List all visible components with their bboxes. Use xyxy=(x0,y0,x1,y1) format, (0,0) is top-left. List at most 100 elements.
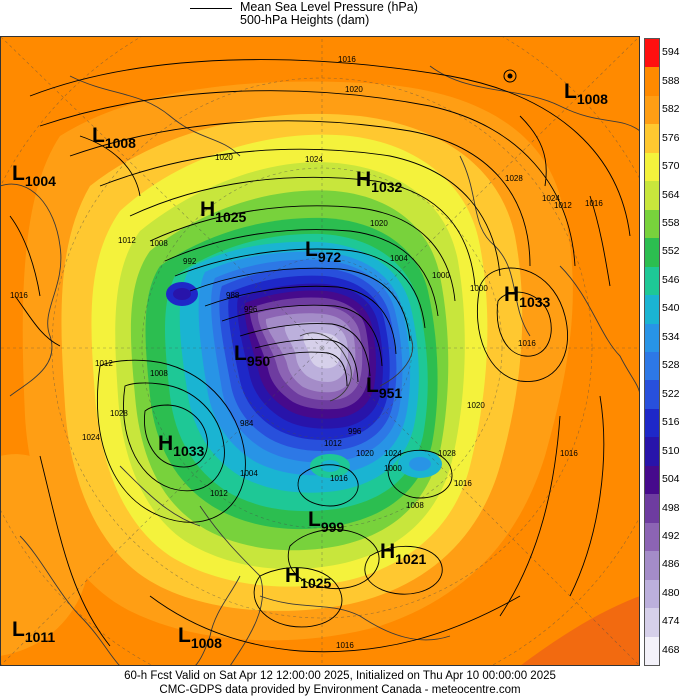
colorbar-segment xyxy=(645,352,659,381)
isobar-label: 1016 xyxy=(10,291,28,300)
colorbar-segment xyxy=(645,39,659,68)
pressure-centre: L1004 xyxy=(12,162,56,189)
map-header: Mean Sea Level Pressure (hPa) 500-hPa He… xyxy=(0,0,680,36)
colorbar-level-label: 576 xyxy=(662,131,680,144)
colorbar-segment xyxy=(645,266,659,296)
colorbar-segment xyxy=(645,295,659,325)
colorbar-level-label: 510 xyxy=(662,444,680,457)
colorbar-segment xyxy=(645,465,659,495)
colorbar-level-label: 582 xyxy=(662,103,680,116)
data-credit-caption: CMC-GDPS data provided by Environment Ca… xyxy=(159,684,521,696)
colorbar-segment xyxy=(645,95,659,125)
colorbar-level-label: 558 xyxy=(662,216,680,229)
colorbar-level-label: 522 xyxy=(662,387,680,400)
colorbar-level-label: 492 xyxy=(662,529,680,542)
isobar-label: 992 xyxy=(183,257,197,266)
pressure-centre: L950 xyxy=(234,342,270,369)
isobar-label: 1020 xyxy=(345,85,363,94)
isobar-label: 984 xyxy=(240,419,254,428)
colorbar-level-label: 588 xyxy=(662,74,680,87)
isobar-label: 1008 xyxy=(406,501,424,510)
colorbar-segment xyxy=(645,238,659,268)
isobar-label: 988 xyxy=(226,291,240,300)
isobar-label: 1020 xyxy=(467,401,485,410)
colorbar-segment xyxy=(645,124,659,154)
colorbar-segment xyxy=(645,323,659,353)
map-frame xyxy=(0,36,640,666)
isobar-label: 1016 xyxy=(454,479,472,488)
colorbar-level-label: 552 xyxy=(662,245,680,258)
small-low-marker-icon xyxy=(503,69,517,83)
height-fill-bands xyxy=(0,81,640,666)
colorbar-level-label: 564 xyxy=(662,188,680,201)
isobar-label: 1028 xyxy=(505,174,523,183)
isobar-label: 1020 xyxy=(215,153,233,162)
colorbar-level-label: 540 xyxy=(662,302,680,315)
pressure-centre: L1008 xyxy=(92,124,136,151)
isobar-label: 1012 xyxy=(118,236,136,245)
isobar-label: 1020 xyxy=(370,219,388,228)
colorbar-segment xyxy=(645,380,659,410)
isobar-label: 996 xyxy=(348,427,362,436)
isobar-label: 1028 xyxy=(438,449,456,458)
isobar-label: 1016 xyxy=(518,339,536,348)
isobar-label: 1024 xyxy=(384,449,402,458)
colorbar-segment xyxy=(645,152,659,182)
pressure-centre: H1021 xyxy=(380,540,427,567)
eddy-west-inner xyxy=(173,288,191,300)
pressure-centre: L1011 xyxy=(12,618,55,645)
colorbar-segment xyxy=(645,408,659,438)
isobar-label: 1016 xyxy=(338,55,356,64)
colorbar-level-label: 474 xyxy=(662,615,680,628)
colorbar-level-label: 594 xyxy=(662,46,680,59)
isobar-label: 1024 xyxy=(82,433,100,442)
pressure-centre-labels: L1008 L1004 H1025 H1032 L1008 H1033 L972… xyxy=(12,80,608,651)
isobar-label: 1000 xyxy=(384,464,402,473)
colorbar-level-label: 528 xyxy=(662,359,680,372)
legend-mslp-label: Mean Sea Level Pressure (hPa) xyxy=(240,0,418,14)
pressure-centre: H1025 xyxy=(200,198,247,225)
isobar-label: 1024 xyxy=(542,194,560,203)
isobar-label: 1004 xyxy=(240,469,258,478)
colorbar-segment xyxy=(645,67,659,97)
colorbar-level-label: 498 xyxy=(662,501,680,514)
colorbar-level-label: 516 xyxy=(662,416,680,429)
mslp-legend-line-icon xyxy=(190,8,232,9)
isobar-label: 1016 xyxy=(330,474,348,483)
forecast-valid-caption: 60-h Fcst Valid on Sat Apr 12 12:00:00 2… xyxy=(124,670,556,682)
isobar-label: 1000 xyxy=(432,271,450,280)
pressure-centre: H1032 xyxy=(356,168,403,195)
pressure-centre: L999 xyxy=(308,508,344,535)
colorbar-segment xyxy=(645,181,659,211)
isobar-label: 1012 xyxy=(210,489,228,498)
isobar-label: 1012 xyxy=(324,439,342,448)
legend-z500-label: 500-hPa Heights (dam) xyxy=(240,13,370,27)
isobar-label: 1016 xyxy=(560,449,578,458)
isobar-label: 1012 xyxy=(95,359,113,368)
isobar-label: 996 xyxy=(244,305,258,314)
red-fringe-se xyxy=(520,596,640,666)
isobar-label: 1000 xyxy=(470,284,488,293)
isobar-label: 1008 xyxy=(150,239,168,248)
isobar-label: 1024 xyxy=(305,155,323,164)
isobar-label: 1012 xyxy=(554,201,572,210)
colorbar-segment xyxy=(645,522,659,552)
isobar-value-labels: 1016 1020 1024 1020 1012 1008 1016 1028 … xyxy=(10,55,603,650)
pressure-centre: L972 xyxy=(305,238,341,265)
polar-forecast-map: 1016 1020 1024 1020 1012 1008 1016 1028 … xyxy=(0,36,640,666)
colorbar-segment xyxy=(645,494,659,524)
pressure-centre: H1033 xyxy=(504,283,551,310)
isobar-label: 1020 xyxy=(356,449,374,458)
colorbar-level-label: 504 xyxy=(662,473,680,486)
colorbar-segment xyxy=(645,579,659,609)
isobar-label: 1016 xyxy=(585,199,603,208)
eddy-east-inner xyxy=(409,457,431,471)
pressure-centre: H1025 xyxy=(285,564,332,591)
colorbar-level-label: 546 xyxy=(662,273,680,286)
pressure-centre: L1008 xyxy=(564,80,608,107)
isobar-label: 1016 xyxy=(336,641,354,650)
colorbar-level-label: 468 xyxy=(662,643,680,656)
isobar-label: 1028 xyxy=(110,409,128,418)
colorbar-segment xyxy=(645,209,659,239)
colorbar-level-label: 480 xyxy=(662,586,680,599)
